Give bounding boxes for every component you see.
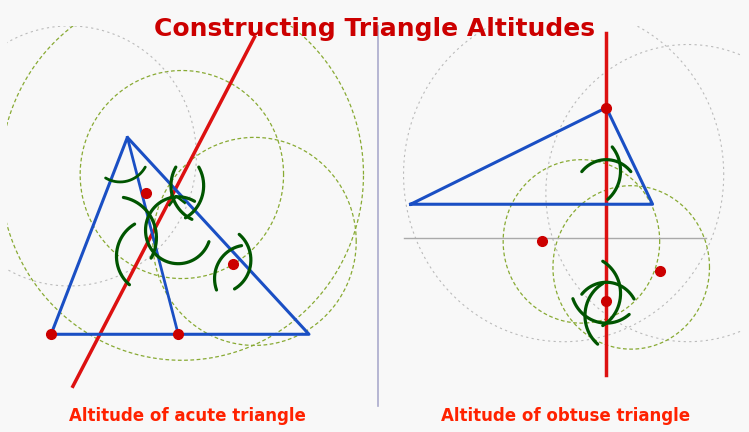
Text: Altitude of acute triangle: Altitude of acute triangle <box>69 407 306 425</box>
Text: Constructing Triangle Altitudes: Constructing Triangle Altitudes <box>154 17 595 41</box>
Text: Altitude of obtuse triangle: Altitude of obtuse triangle <box>441 407 690 425</box>
